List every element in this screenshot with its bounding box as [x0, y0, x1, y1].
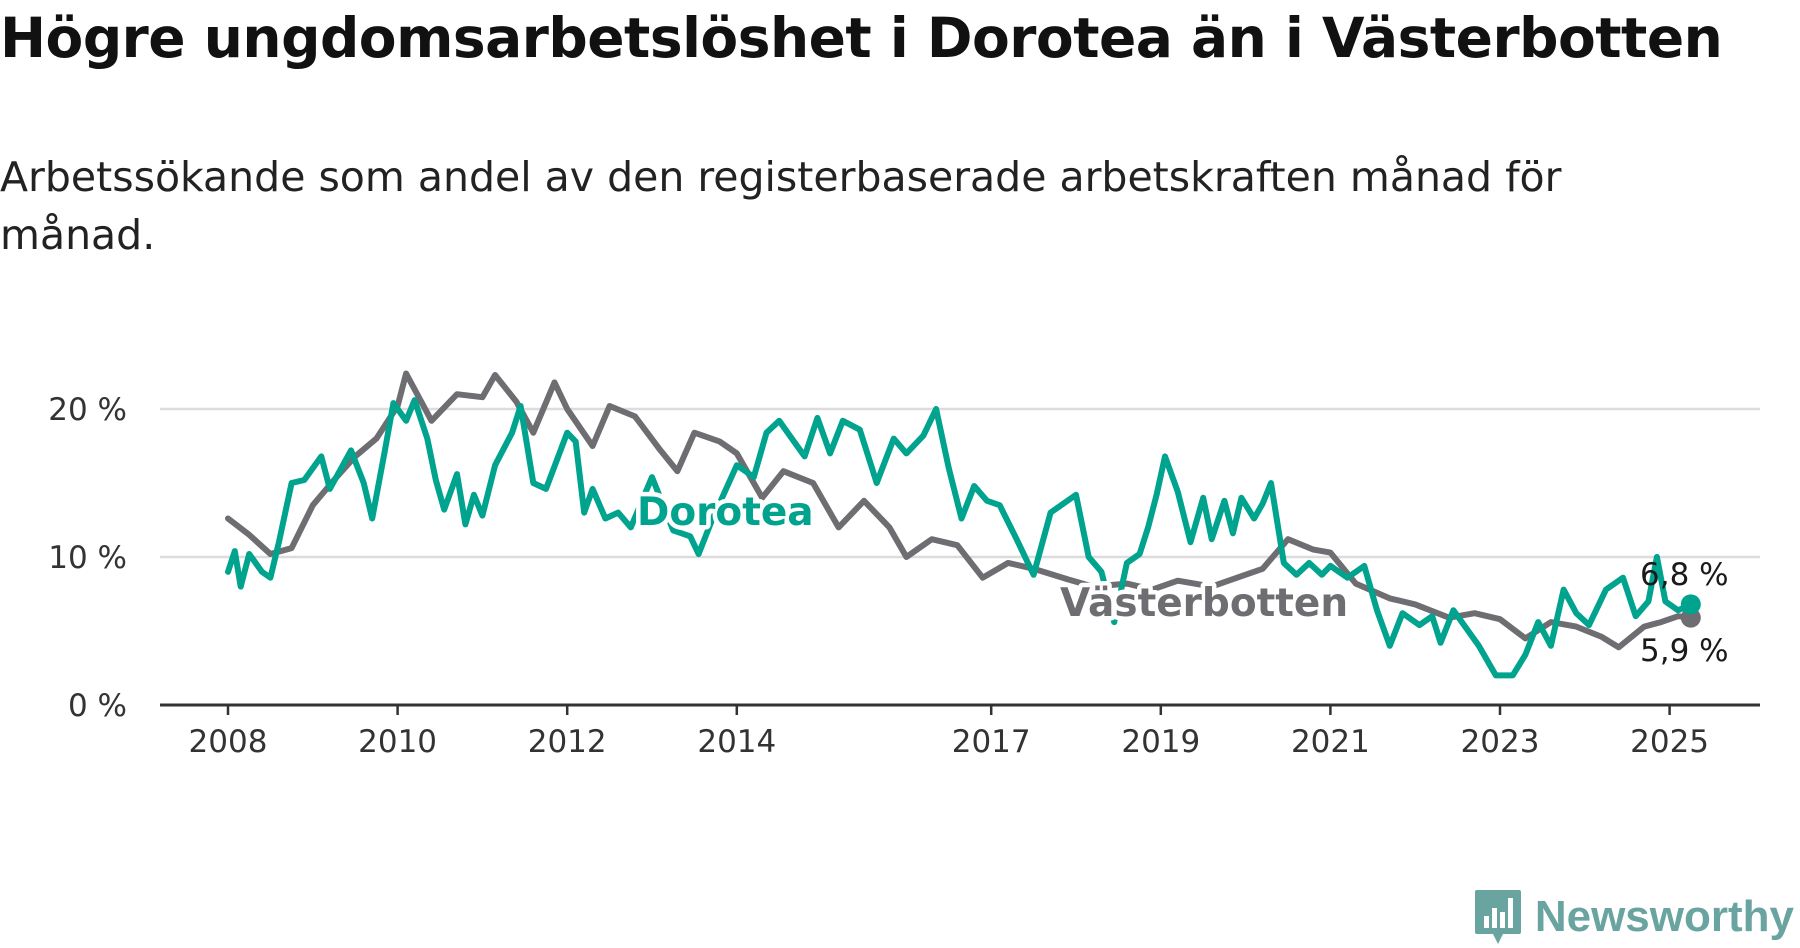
x-tick-label: 2025: [1630, 724, 1709, 760]
y-tick-label: 10 %: [48, 540, 127, 576]
bar-chart-bubble-icon: [1474, 890, 1521, 944]
x-tick-label: 2010: [358, 724, 437, 760]
x-tick-label: 2012: [528, 724, 607, 760]
end-point-dorotea: [1680, 594, 1701, 615]
series-line-dorotea: [225, 397, 1694, 679]
brand-name: Newsworthy: [1534, 892, 1794, 941]
y-axis-ticks: 0 % 10 % 20 %: [48, 392, 127, 724]
y-tick-label: 20 %: [48, 392, 127, 428]
x-tick-label: 2014: [697, 724, 776, 760]
x-tick-label: 2019: [1121, 724, 1200, 760]
y-tick-label: 0 %: [68, 688, 127, 724]
end-value-label-v-sterbotten: 5,9 %: [1640, 633, 1729, 669]
gridlines: [160, 407, 1760, 559]
x-axis-ticks: 2008 2010 2012 2014 2017 2019 2021 2023 2025: [189, 705, 1709, 760]
series-lines: [225, 370, 1701, 679]
newsworthy-logo: Newsworthy: [1473, 888, 1794, 946]
end-value-label-dorotea: 6,8 %: [1640, 557, 1729, 593]
chart-subtitle: Arbetssökande som andel av den registerb…: [0, 153, 1562, 259]
x-tick-label: 2021: [1291, 724, 1370, 760]
series-labels: Västerbotten 5,9 % Dorotea 6,8 %: [633, 486, 1729, 670]
series-label-v-sterbotten: Västerbotten: [1060, 581, 1348, 626]
x-tick-label: 2017: [952, 724, 1031, 760]
series-line-v-sterbotten: [225, 370, 1694, 651]
series-label-dorotea: Dorotea: [637, 490, 814, 535]
chart-title: Högre ungdomsarbetslöshet i Dorotea än i…: [0, 6, 1723, 70]
x-tick-label: 2008: [189, 724, 268, 760]
x-tick-label: 2023: [1461, 724, 1540, 760]
